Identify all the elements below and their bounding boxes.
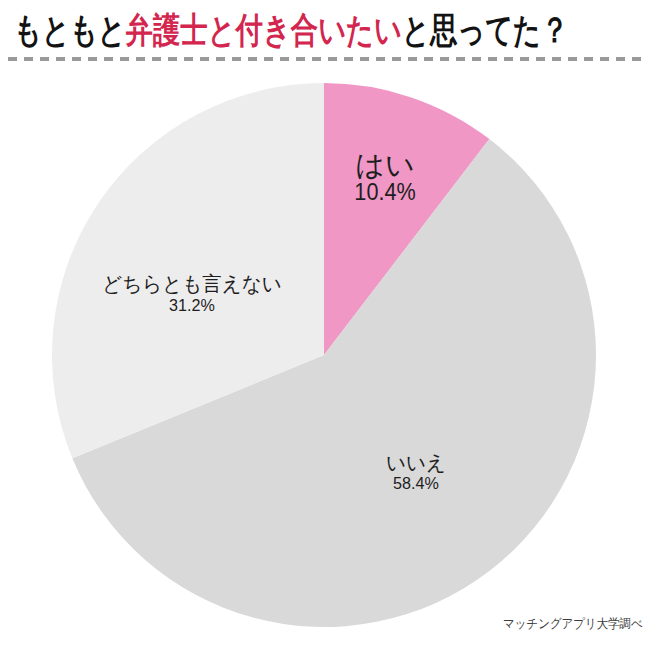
slice-label-iie: いいえ 58.4% [384,451,448,493]
slice-label-dochira: どちらとも言えない 31.2% [96,272,289,316]
slice-label-hai: はい 10.4% [351,150,419,204]
slice-percent: 10.4% [354,180,415,204]
pie-chart [0,0,650,645]
slice-name: どちらとも言えない [102,272,281,296]
slice-percent: 31.2% [100,296,283,316]
slice-name: はい [351,150,419,180]
source-note: マッチングアプリ大学調べ [503,615,643,633]
slice-percent: 58.4% [385,475,446,493]
slice-name: いいえ [386,451,446,475]
